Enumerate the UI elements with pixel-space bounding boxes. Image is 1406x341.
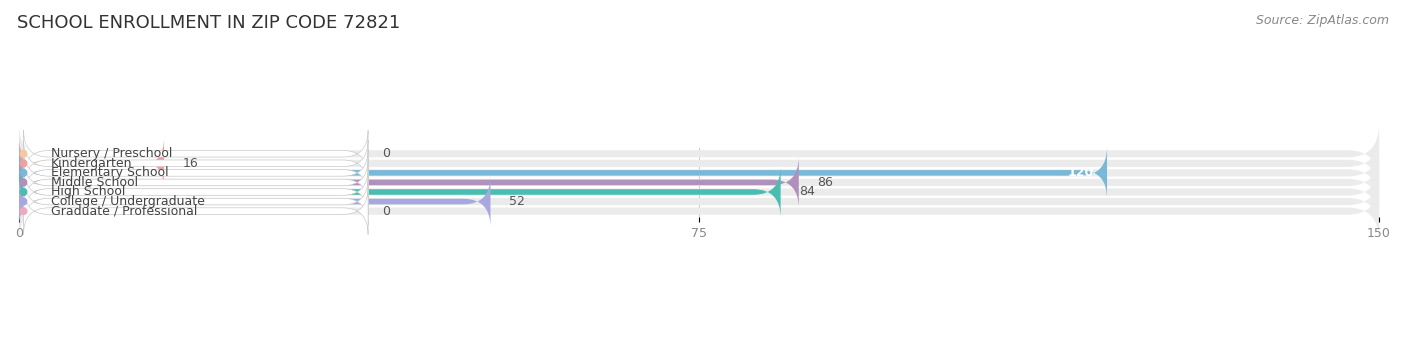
FancyBboxPatch shape [20, 162, 1379, 222]
Circle shape [20, 169, 27, 176]
FancyBboxPatch shape [20, 176, 491, 227]
Text: SCHOOL ENROLLMENT IN ZIP CODE 72821: SCHOOL ENROLLMENT IN ZIP CODE 72821 [17, 14, 401, 32]
FancyBboxPatch shape [20, 157, 799, 208]
Text: 0: 0 [381, 205, 389, 218]
FancyBboxPatch shape [24, 168, 368, 216]
Text: Middle School: Middle School [51, 176, 138, 189]
FancyBboxPatch shape [24, 178, 368, 225]
Text: 0: 0 [381, 147, 389, 160]
FancyBboxPatch shape [20, 152, 1379, 212]
Circle shape [20, 198, 27, 205]
Text: Elementary School: Elementary School [51, 166, 169, 179]
FancyBboxPatch shape [24, 159, 368, 206]
Text: Kindergarten: Kindergarten [51, 157, 132, 170]
FancyBboxPatch shape [24, 149, 368, 196]
FancyBboxPatch shape [20, 147, 1107, 199]
FancyBboxPatch shape [20, 137, 165, 189]
Circle shape [20, 189, 27, 195]
Text: High School: High School [51, 186, 125, 198]
Circle shape [20, 150, 27, 157]
Text: Source: ZipAtlas.com: Source: ZipAtlas.com [1256, 14, 1389, 27]
Text: 86: 86 [817, 176, 832, 189]
Text: Graduate / Professional: Graduate / Professional [51, 205, 197, 218]
Circle shape [20, 179, 27, 186]
FancyBboxPatch shape [20, 133, 1379, 193]
Text: 16: 16 [183, 157, 198, 170]
Text: 84: 84 [799, 186, 814, 198]
FancyBboxPatch shape [24, 130, 368, 177]
Text: 120: 120 [1067, 166, 1094, 179]
Text: College / Undergraduate: College / Undergraduate [51, 195, 205, 208]
Text: 52: 52 [509, 195, 524, 208]
FancyBboxPatch shape [24, 140, 368, 187]
FancyBboxPatch shape [20, 166, 780, 218]
FancyBboxPatch shape [20, 143, 1379, 203]
Circle shape [20, 160, 27, 167]
FancyBboxPatch shape [20, 124, 1379, 184]
FancyBboxPatch shape [20, 172, 1379, 232]
FancyBboxPatch shape [24, 188, 368, 235]
Text: Nursery / Preschool: Nursery / Preschool [51, 147, 172, 160]
FancyBboxPatch shape [20, 181, 1379, 241]
Circle shape [20, 208, 27, 214]
